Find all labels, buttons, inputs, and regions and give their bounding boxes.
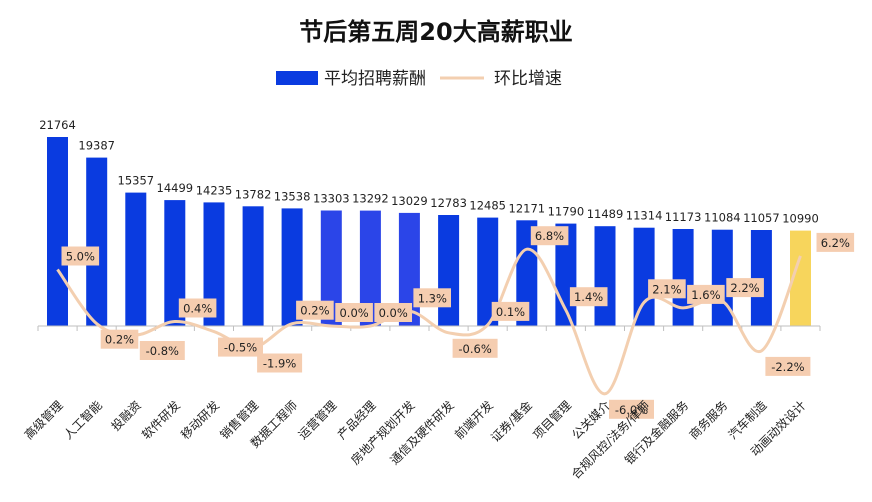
growth-label-box: [609, 399, 654, 419]
bar: [125, 192, 147, 326]
bar-value-label: 15357: [118, 174, 155, 188]
category-label: 项目管理: [529, 398, 574, 443]
bar: [47, 137, 68, 326]
growth-value-label: 0.4%: [183, 302, 212, 316]
bar-value-label: 11790: [548, 205, 585, 219]
growth-value-label: 0.0%: [379, 306, 408, 320]
growth-label-box: [765, 356, 811, 376]
bar-value-label: 12485: [469, 199, 506, 213]
bar-value-label: 10990: [782, 212, 819, 226]
category-label: 运营管理: [295, 398, 340, 443]
bar-value-label: 14499: [157, 181, 194, 195]
bar: [242, 206, 264, 326]
growth-label-box: [335, 303, 373, 322]
growth-value-label: 1.4%: [574, 290, 603, 304]
legend: 平均招聘薪酬 环比增速: [276, 69, 562, 89]
legend-swatch-bar: [276, 71, 318, 85]
growth-value-label: -0.8%: [146, 344, 179, 358]
growth-value-label: 0.2%: [105, 333, 134, 347]
bar-value-label: 13538: [274, 189, 311, 203]
category-label: 商务服务: [686, 398, 731, 443]
bar: [359, 210, 381, 326]
legend-label-line: 环比增速: [494, 69, 562, 89]
bar: [790, 230, 811, 326]
growth-value-label: 1.6%: [691, 288, 720, 302]
growth-value-label: -2.2%: [771, 360, 804, 374]
growth-label-box: [413, 288, 451, 308]
bar: [438, 215, 460, 326]
growth-label-box: [491, 301, 530, 321]
bar-value-label: 13292: [352, 192, 389, 206]
bar-value-label: 13029: [391, 194, 428, 208]
growth-label-box: [178, 298, 217, 318]
bar: [86, 157, 108, 326]
category-label: 证券/基金: [488, 398, 535, 445]
bar: [633, 227, 655, 326]
bar-value-label: 11084: [704, 211, 741, 225]
growth-value-label: -0.6%: [458, 342, 491, 356]
growth-label-box: [100, 329, 139, 349]
legend-label-bar: 平均招聘薪酬: [324, 69, 426, 89]
growth-label-box: [296, 300, 334, 320]
growth-value-label: 5.0%: [66, 250, 95, 264]
growth-value-label: -0.5%: [224, 341, 257, 355]
bar: [281, 208, 303, 326]
bar-value-label: 12171: [509, 201, 546, 215]
growth-label-box: [218, 337, 263, 357]
growth-label-box: [452, 338, 498, 358]
growth-value-label: -6.0%: [615, 403, 648, 417]
growth-label-box: [139, 341, 185, 360]
bar-value-label: 11057: [743, 211, 780, 225]
bar-value-label: 11489: [587, 207, 624, 221]
bar-value-label: 11173: [665, 210, 702, 224]
bar: [164, 200, 186, 326]
category-label: 人工智能: [60, 398, 105, 443]
bar-value-label: 12783: [430, 196, 467, 210]
bar-value-label: 13782: [235, 187, 272, 201]
growth-value-label: 0.0%: [339, 306, 368, 320]
bar: [477, 217, 499, 326]
growth-label-box: [374, 303, 412, 322]
growth-value-label: 0.2%: [300, 304, 329, 318]
growth-value-label: 2.1%: [652, 282, 681, 296]
bar-value-label: 19387: [78, 139, 115, 153]
bar: [516, 220, 538, 326]
bar: [320, 210, 342, 326]
growth-label-box: [687, 284, 725, 304]
growth-value-label: 2.2%: [730, 281, 759, 295]
growth-value-label: -1.9%: [263, 357, 296, 371]
bar: [203, 202, 225, 326]
growth-value-label: 6.2%: [821, 236, 850, 250]
growth-label-box: [257, 353, 303, 373]
category-label: 高级管理: [21, 398, 66, 443]
growth-label-box: [569, 287, 608, 307]
growth-label-box: [530, 226, 569, 246]
chart-title: 节后第五周20大高薪职业: [299, 18, 573, 46]
category-label: 移动研发: [178, 398, 223, 443]
bar-value-label: 14235: [196, 183, 233, 197]
growth-label-box: [816, 232, 855, 252]
growth-label-box: [61, 246, 100, 266]
growth-line: [56, 247, 802, 396]
bar-value-label: 13303: [313, 192, 350, 206]
bar-value-label: 11314: [626, 209, 663, 223]
growth-value-label: 0.1%: [496, 305, 525, 319]
bar: [594, 226, 616, 326]
growth-label-box: [726, 278, 764, 298]
growth-value-label: 6.8%: [535, 229, 564, 243]
bar-value-label: 21764: [39, 118, 76, 132]
category-label: 软件研发: [138, 398, 183, 443]
category-label: 投融资: [108, 398, 144, 434]
bar: [750, 230, 772, 326]
growth-value-label: 1.3%: [418, 291, 447, 305]
bar: [672, 229, 694, 326]
growth-label-box: [648, 279, 686, 299]
